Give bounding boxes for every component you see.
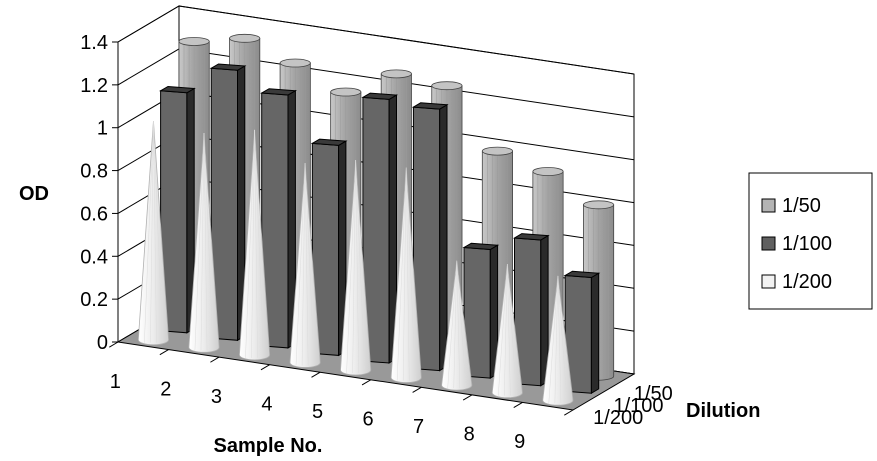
y-axis-title: OD [19, 183, 49, 205]
x-tick-label: 1 [110, 371, 121, 393]
bar [340, 159, 372, 376]
y-tick-label: 1.4 [80, 32, 108, 54]
x-tick-label: 7 [413, 416, 424, 438]
y-tick-label: 0.2 [80, 289, 108, 311]
x-tick-mark [210, 356, 220, 363]
x-tick-label: 8 [464, 424, 475, 446]
y-tick-label: 0.4 [80, 246, 108, 268]
series-1-200 [137, 121, 574, 406]
bar [411, 102, 449, 372]
legend-swatch [761, 236, 776, 251]
x-tick-label: 5 [312, 401, 323, 423]
x-tick-mark [564, 409, 574, 416]
x-tick-mark [412, 386, 422, 393]
y-tick-label: 1 [97, 118, 108, 140]
y-tick-label: 0 [97, 332, 108, 354]
x-tick-label: 3 [211, 386, 222, 408]
bar [441, 260, 473, 391]
x-tick-mark [159, 349, 169, 356]
bar [260, 88, 298, 349]
legend-label: 1/200 [782, 271, 832, 293]
x-tick-mark [513, 402, 523, 409]
x-tick-mark [260, 364, 270, 371]
x-tick-mark [361, 379, 372, 386]
legend-label: 1/100 [782, 233, 832, 255]
legend-label: 1/50 [782, 195, 821, 217]
x-axis-title: Sample No. [214, 435, 323, 457]
x-tick-label: 4 [261, 393, 272, 415]
bar [512, 233, 550, 387]
bar [209, 63, 247, 342]
x-tick-label: 9 [514, 431, 525, 453]
y-tick-label: 0.6 [80, 203, 108, 225]
x-tick-mark [462, 394, 473, 401]
bar [310, 138, 348, 357]
bar [361, 92, 399, 364]
bar [390, 167, 422, 383]
x-tick-label: 6 [362, 409, 373, 431]
x-tick-label: 2 [160, 378, 171, 400]
bar [563, 270, 601, 395]
z-axis-title: Dilution [686, 400, 760, 422]
legend: 1/50 1/100 1/200 [748, 172, 873, 310]
legend-swatch [761, 274, 776, 289]
bar [542, 275, 574, 406]
bar [491, 264, 523, 399]
depth-tick-label: 1/200 [593, 407, 643, 429]
gridline [117, 5, 635, 75]
chart-labels: 0 0.2 0.4 0.6 0.8 1 1.2 1.4 1 2 3 4 5 6 7 8 9 1/501/1001/… [19, 32, 760, 457]
x-tick-mark [109, 341, 119, 348]
chart-bars [137, 33, 615, 406]
legend-swatch [761, 198, 776, 213]
y-tick-label: 1.2 [80, 75, 108, 97]
bar [239, 129, 271, 361]
depth-tick-label: 1/100 [614, 395, 664, 417]
bar [188, 133, 220, 353]
series-1-100 [158, 63, 601, 395]
bar [137, 121, 169, 346]
y-tick-label: 0.8 [80, 161, 108, 183]
bar [289, 163, 321, 368]
bar [462, 242, 500, 379]
depth-tick-label: 1/50 [634, 383, 673, 405]
x-tick-mark [311, 371, 321, 378]
